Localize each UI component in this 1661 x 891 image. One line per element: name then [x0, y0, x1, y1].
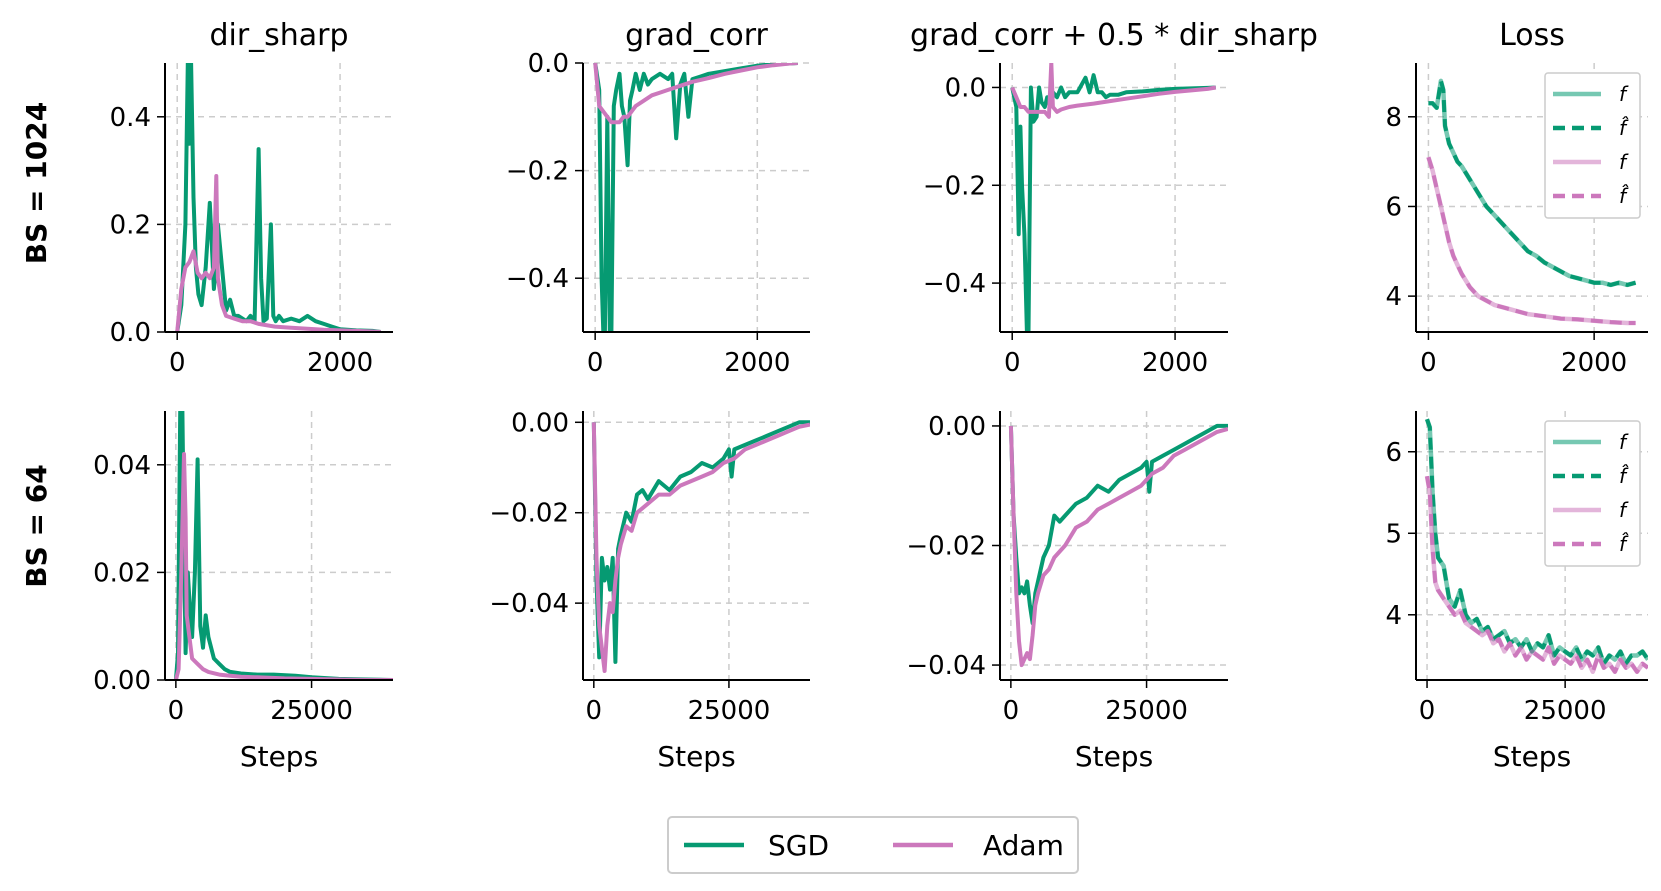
series-line-adam-fhat — [1426, 156, 1636, 325]
y-tick-label: 0.0 — [110, 318, 151, 348]
y-tick-label: −0.4 — [506, 264, 569, 294]
loss-legend-label: f̂ — [1619, 184, 1629, 208]
series-line-adam — [175, 174, 381, 332]
loss-legend: f f̂ f f̂ — [1544, 420, 1641, 567]
legend-frame — [667, 816, 1079, 874]
y-tick-label: 8 — [1385, 103, 1402, 133]
y-tick-label: 0.00 — [928, 412, 986, 442]
row-label-bs-1024: BS = 1024 — [20, 102, 53, 264]
panel-title: grad_corr — [625, 18, 768, 53]
y-tick-label: −0.2 — [923, 171, 986, 201]
x-tick-label: 0 — [1004, 348, 1021, 378]
x-tick-label: 0 — [587, 348, 604, 378]
y-tick-label: 5 — [1385, 519, 1402, 549]
panel-1-0: 0 25000 0.00 0.02 0.04 Steps — [93, 411, 393, 773]
y-tick-label: −0.4 — [923, 269, 986, 299]
loss-legend-frame — [1544, 72, 1641, 219]
legend: SGD Adam — [667, 816, 1079, 874]
x-tick-label: 0 — [169, 348, 186, 378]
series-line-sgd — [173, 411, 393, 680]
x-axis-label: Steps — [1075, 740, 1153, 773]
x-axis-label: Steps — [657, 740, 735, 773]
panel-0-2: 0 2000 0.0 −0.2 −0.4 grad_corr + 0.5 * dir_sh… — [910, 18, 1318, 378]
y-tick-label: 0.00 — [93, 666, 151, 696]
x-tick-label: 0 — [1419, 696, 1436, 726]
row-label-bs-64: BS = 64 — [20, 464, 53, 587]
y-tick-label: −0.04 — [906, 651, 986, 681]
x-tick-label: 2000 — [1561, 348, 1627, 378]
loss-legend-label: f̂ — [1619, 532, 1629, 556]
y-tick-label: 0.02 — [93, 558, 151, 588]
panel-title: Loss — [1499, 18, 1565, 53]
x-tick-label: 0 — [168, 696, 185, 726]
series-line-sgd — [593, 63, 798, 332]
series-line-adam — [1008, 425, 1228, 668]
panel-title: dir_sharp — [209, 18, 348, 53]
loss-legend-label: f — [1619, 430, 1629, 454]
panel-title: grad_corr + 0.5 * dir_sharp — [910, 18, 1318, 53]
legend-label-sgd: SGD — [768, 829, 829, 862]
x-tick-label: 25000 — [1105, 696, 1188, 726]
y-tick-label: 6 — [1385, 192, 1402, 222]
y-tick-label: 0.04 — [93, 451, 151, 481]
series-line-sgd — [175, 63, 382, 332]
y-tick-label: −0.02 — [489, 499, 569, 529]
y-tick-label: 6 — [1385, 438, 1402, 468]
x-tick-label: 2000 — [724, 348, 790, 378]
loss-legend: f f̂ f f̂ — [1544, 72, 1641, 219]
series-line-adam — [173, 452, 393, 680]
panel-0-0: 0 2000 0.0 0.2 0.4 dir_sharp — [110, 18, 393, 378]
y-tick-label: 0.0 — [945, 73, 986, 103]
x-tick-label: 2000 — [1142, 348, 1208, 378]
x-tick-label: 25000 — [688, 696, 771, 726]
x-tick-label: 2000 — [307, 348, 373, 378]
panel-0-3: 0 2000 4 6 8 Loss f f̂ f f̂ — [1385, 18, 1648, 378]
loss-legend-frame — [1544, 420, 1641, 567]
panel-1-2: 0 25000 0.00 −0.02 −0.04 Steps — [906, 411, 1228, 773]
x-tick-label: 25000 — [1524, 696, 1607, 726]
panel-0-1: 0 2000 0.0 −0.2 −0.4 grad_corr — [506, 18, 810, 378]
y-tick-label: 4 — [1385, 282, 1402, 312]
x-tick-label: 0 — [1420, 348, 1437, 378]
series-line-adam — [1010, 63, 1217, 119]
y-tick-label: −0.04 — [489, 589, 569, 619]
x-tick-label: 25000 — [270, 696, 353, 726]
y-tick-label: −0.02 — [906, 532, 986, 562]
y-tick-label: 0.2 — [110, 210, 151, 240]
series-line-adam — [591, 422, 810, 673]
panel-1-3: 0 25000 4 5 6 Steps f f̂ f f̂ — [1385, 411, 1648, 773]
y-tick-label: 4 — [1385, 601, 1402, 631]
series-line-adam-fhat — [1425, 475, 1648, 674]
x-axis-label: Steps — [1493, 740, 1571, 773]
series-line-adam — [593, 63, 798, 125]
panel-1-1: 0 25000 0.00 −0.02 −0.04 Steps — [489, 408, 810, 773]
y-tick-label: 0.4 — [110, 103, 151, 133]
y-tick-label: 0.0 — [528, 49, 569, 79]
loss-legend-label: f — [1619, 498, 1629, 522]
loss-legend-label: f — [1619, 150, 1629, 174]
x-axis-label: Steps — [240, 740, 318, 773]
loss-legend-label: f — [1619, 82, 1629, 106]
y-tick-label: 0.00 — [511, 408, 569, 438]
series-line-sgd — [1010, 73, 1216, 332]
loss-legend-label: f̂ — [1619, 464, 1629, 488]
legend-label-adam: Adam — [983, 829, 1064, 862]
y-tick-label: −0.2 — [506, 157, 569, 187]
series-line-sgd — [1008, 423, 1228, 626]
series-line-sgd — [591, 420, 810, 664]
loss-legend-label: f̂ — [1619, 116, 1629, 140]
series-line-sgd-fhat — [1428, 78, 1637, 287]
x-tick-label: 0 — [1003, 696, 1020, 726]
x-tick-label: 0 — [586, 696, 603, 726]
